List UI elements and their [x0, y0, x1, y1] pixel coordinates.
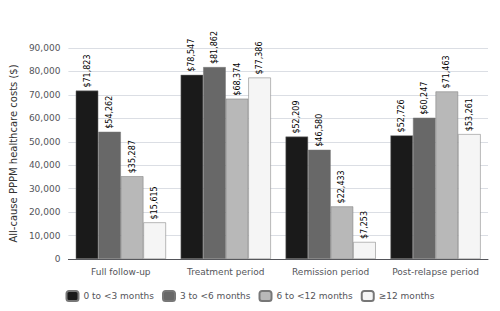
svg-text:$71,463: $71,463 [442, 55, 451, 88]
svg-text:$52,209: $52,209 [292, 101, 301, 134]
svg-text:50,000: 50,000 [29, 137, 61, 147]
svg-text:≥12 months: ≥12 months [379, 291, 435, 301]
svg-text:Treatment period: Treatment period [186, 267, 264, 277]
svg-text:$35,287: $35,287 [128, 140, 137, 173]
svg-text:6 to <12 months: 6 to <12 months [277, 291, 354, 301]
svg-text:30,000: 30,000 [29, 184, 61, 194]
svg-text:80,000: 80,000 [29, 66, 61, 76]
svg-text:$68,374: $68,374 [233, 63, 242, 96]
svg-text:Post-relapse period: Post-relapse period [392, 267, 479, 277]
svg-text:3 to <6 months: 3 to <6 months [180, 291, 251, 301]
svg-text:$46,580: $46,580 [315, 114, 324, 147]
svg-text:$53,261: $53,261 [465, 98, 474, 131]
svg-text:$52,726: $52,726 [397, 99, 406, 132]
svg-text:60,000: 60,000 [29, 113, 61, 123]
svg-text:90,000: 90,000 [29, 43, 61, 53]
svg-text:All-cause PPPM healthcare cost: All-cause PPPM healthcare costs ($) [8, 64, 19, 242]
svg-text:10,000: 10,000 [29, 231, 61, 241]
svg-text:$71,823: $71,823 [83, 55, 92, 88]
svg-text:40,000: 40,000 [29, 160, 61, 170]
svg-text:70,000: 70,000 [29, 90, 61, 100]
svg-text:$77,386: $77,386 [255, 41, 264, 74]
svg-text:$81,862: $81,862 [210, 31, 219, 64]
svg-text:$22,433: $22,433 [337, 170, 346, 203]
svg-text:$7,253: $7,253 [360, 211, 369, 239]
svg-text:$78,547: $78,547 [187, 39, 196, 72]
svg-text:Full follow-up: Full follow-up [91, 267, 151, 277]
svg-text:0 to <3 months: 0 to <3 months [83, 291, 154, 301]
svg-text:0: 0 [55, 254, 61, 264]
svg-text:20,000: 20,000 [29, 207, 61, 217]
svg-text:Remission period: Remission period [292, 267, 369, 277]
svg-text:$60,247: $60,247 [420, 82, 429, 115]
svg-text:$54,262: $54,262 [105, 96, 114, 129]
svg-text:$15,615: $15,615 [150, 186, 159, 219]
